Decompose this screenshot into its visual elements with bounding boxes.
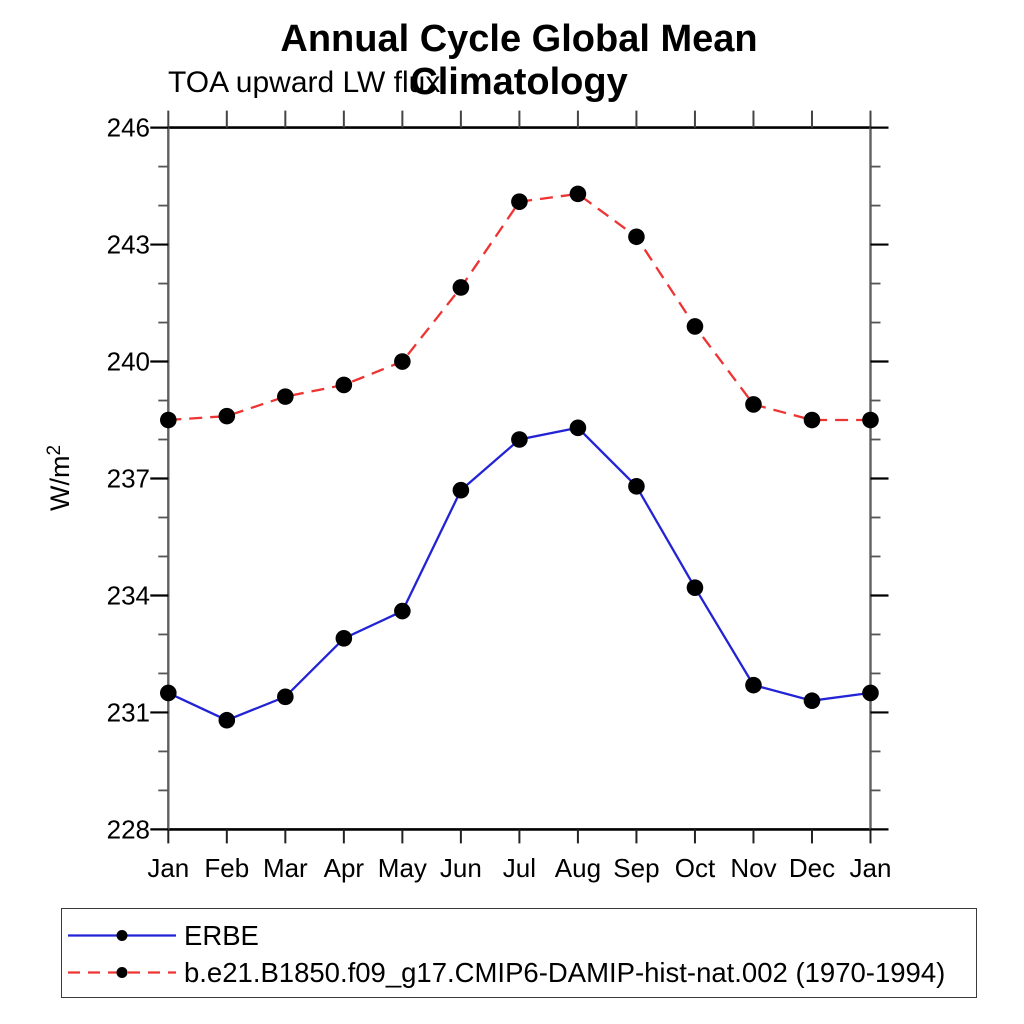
data-point-marker [394, 353, 411, 370]
x-tick-label: Feb [204, 853, 249, 883]
data-point-marker [745, 396, 762, 413]
legend-sample-marker [116, 967, 128, 978]
x-tick-label: Nov [730, 853, 776, 883]
chart-subtitle: TOA upward LW flux [168, 66, 441, 99]
data-point-marker [511, 431, 528, 448]
data-point-marker [862, 411, 879, 429]
x-tick-label: May [378, 853, 427, 883]
data-point-marker [628, 228, 645, 246]
data-point-marker [160, 684, 177, 702]
data-point-marker [745, 676, 762, 694]
x-tick-label: Jul [503, 853, 536, 883]
x-tick-label: Oct [675, 853, 716, 883]
y-tick-label: 231 [107, 697, 150, 727]
legend-label: b.e21.B1850.f09_g17.CMIP6-DAMIP-hist-nat… [184, 956, 946, 988]
x-tick-label: Jan [147, 853, 189, 883]
legend-line-sample-dashed [68, 967, 176, 978]
data-point-marker [335, 376, 353, 394]
data-point-marker [218, 711, 236, 729]
x-tick-label: Aug [555, 853, 601, 883]
data-point-marker [569, 419, 587, 437]
data-point-marker [803, 411, 821, 429]
legend-item-erbe: ERBE [66, 917, 976, 954]
y-tick-label: 228 [107, 814, 150, 844]
data-point-marker [394, 602, 411, 620]
x-tick-label: Jun [440, 853, 482, 883]
y-tick-label: 237 [107, 464, 150, 494]
x-tick-label: Mar [263, 853, 308, 883]
legend-label: ERBE [184, 919, 259, 951]
series-line-1 [168, 192, 871, 422]
legend-line-sample-solid [68, 930, 176, 941]
series-line-0 [167, 426, 871, 722]
data-point-marker [628, 477, 645, 495]
y-tick-label: 234 [107, 580, 150, 610]
data-point-marker [686, 579, 704, 596]
data-point-marker [569, 185, 587, 203]
data-point-marker [452, 481, 470, 499]
data-point-marker [862, 684, 879, 702]
data-point-marker [511, 193, 528, 210]
data-point-marker [452, 279, 470, 296]
data-point-marker [686, 318, 704, 335]
x-tick-label: Jan [850, 853, 892, 883]
chart-title: Annual Cycle Global Mean Climatology [280, 18, 758, 103]
x-tick-label: Dec [789, 853, 835, 883]
legend-sample-marker [116, 930, 128, 941]
data-point-marker [277, 688, 294, 706]
legend-box: ERBE b.e21.B1850.f09_g17.CMIP6-DAMIP-his… [61, 908, 977, 998]
x-tick-label: Apr [324, 853, 365, 883]
data-point-marker [218, 407, 236, 425]
y-tick-label: 240 [107, 347, 150, 377]
y-tick-label: 246 [107, 113, 150, 143]
data-point-marker [803, 692, 821, 710]
data-point-marker [335, 630, 353, 647]
y-tick-label: 243 [107, 230, 150, 260]
legend-item-model: b.e21.B1850.f09_g17.CMIP6-DAMIP-hist-nat… [66, 954, 976, 991]
data-point-marker [277, 388, 294, 405]
x-tick-label: Sep [613, 853, 659, 883]
data-point-marker [160, 411, 177, 429]
